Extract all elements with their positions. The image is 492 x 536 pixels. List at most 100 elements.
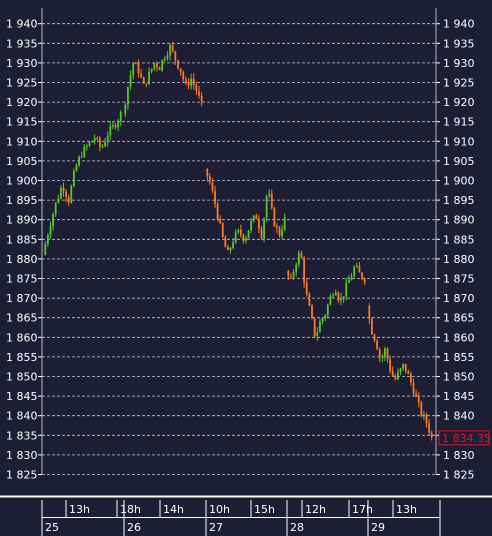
candle-body xyxy=(363,278,366,283)
candle-body xyxy=(245,237,247,242)
candle-body xyxy=(340,298,342,301)
time-axis[interactable]: 13h 18h 14h 10h 15h 12h 17h 13h 25 26 27 28 29 xyxy=(0,488,492,536)
candle-body xyxy=(250,220,253,231)
y-tick-label: 1 910 xyxy=(443,135,475,148)
y-tick-label: 1 875 xyxy=(443,273,475,286)
candle-body xyxy=(373,334,376,341)
day-label: 26 xyxy=(127,521,141,534)
candle-body xyxy=(316,332,319,337)
hour-label: 15h xyxy=(254,503,275,516)
day-label: 25 xyxy=(45,521,59,534)
candle-body xyxy=(221,223,224,238)
candle-body xyxy=(140,73,143,78)
candle-body xyxy=(292,272,295,278)
candle-body xyxy=(425,414,428,424)
candle-body xyxy=(129,75,132,87)
hour-label: 10h xyxy=(209,503,230,516)
candle-body xyxy=(389,358,391,372)
candle-body xyxy=(75,165,78,171)
candle-body xyxy=(232,242,234,248)
candle-body xyxy=(148,71,150,85)
candle-body xyxy=(195,84,198,92)
candle-body xyxy=(353,267,356,277)
candle-body xyxy=(88,142,91,146)
candle-body xyxy=(99,138,101,147)
last-price-marker: 1 834.35 xyxy=(438,430,491,446)
y-axis-right: 1 940 1 935 1 930 1 925 1 920 1 915 1 910 1 905… xyxy=(436,18,475,482)
y-tick-label: 1 930 xyxy=(6,57,38,70)
y-tick-label: 1 885 xyxy=(443,233,475,246)
candle-body xyxy=(234,232,237,243)
gridlines xyxy=(41,8,437,475)
candle-body xyxy=(311,305,313,319)
candle-body xyxy=(182,72,185,80)
candle-body xyxy=(384,348,386,357)
hour-label: 13h xyxy=(396,503,417,516)
candle-body xyxy=(206,168,209,177)
candle-body xyxy=(54,202,57,215)
y-tick-label: 1 940 xyxy=(443,18,475,31)
candle-body xyxy=(337,292,340,301)
y-tick-label: 1 840 xyxy=(443,410,475,423)
candle-body xyxy=(208,176,211,183)
y-tick-label: 1 825 xyxy=(443,469,475,482)
day-label: 27 xyxy=(209,521,223,534)
y-tick-label: 1 895 xyxy=(443,194,475,207)
candle-body xyxy=(109,126,112,136)
candle-body xyxy=(345,282,348,297)
candle-body xyxy=(142,77,145,84)
candle-body xyxy=(47,235,49,245)
y-tick-label: 1 920 xyxy=(443,96,475,109)
candle-body xyxy=(177,60,179,69)
hour-label: 17h xyxy=(352,503,373,516)
candle-body xyxy=(260,228,263,239)
candle-body xyxy=(410,374,412,383)
y-tick-label: 1 825 xyxy=(6,469,38,482)
candle-body xyxy=(239,229,242,235)
candle-body xyxy=(347,280,350,283)
day-label: 29 xyxy=(371,521,385,534)
candle-body xyxy=(399,368,402,373)
y-tick-label: 1 865 xyxy=(443,312,475,325)
y-tick-label: 1 855 xyxy=(6,351,38,364)
y-tick-label: 1 845 xyxy=(443,390,475,403)
candle-body xyxy=(290,276,292,278)
candle-body xyxy=(329,295,332,305)
y-tick-label: 1 860 xyxy=(6,331,38,344)
candle-body xyxy=(402,363,404,369)
candle-body xyxy=(270,194,273,208)
candle-body xyxy=(65,191,67,198)
y-tick-label: 1 935 xyxy=(443,37,475,50)
candle-body xyxy=(163,58,166,60)
y-axis-left: 1 940 1 935 1 930 1 925 1 920 1 915 1 910 1 905… xyxy=(6,18,42,482)
y-tick-label: 1 900 xyxy=(443,175,475,188)
candle-body xyxy=(86,145,88,147)
candle-body xyxy=(303,257,306,283)
candle-body xyxy=(219,218,222,224)
candle-body xyxy=(386,348,389,359)
candle-body xyxy=(371,318,373,335)
y-tick-label: 1 895 xyxy=(6,194,38,207)
candle-body xyxy=(308,294,311,306)
hour-label: 18h xyxy=(120,503,141,516)
candle-body xyxy=(104,142,106,147)
candle-body xyxy=(263,218,265,239)
candle-body xyxy=(295,264,298,273)
candle-body xyxy=(83,146,86,157)
y-tick-label: 1 900 xyxy=(6,175,38,188)
candle-body xyxy=(430,432,433,438)
candle-body xyxy=(67,197,70,203)
candle-body xyxy=(158,67,161,70)
y-tick-label: 1 940 xyxy=(6,18,38,31)
y-tick-label: 1 830 xyxy=(443,449,475,462)
y-tick-label: 1 915 xyxy=(443,116,475,129)
candle-body xyxy=(127,86,129,105)
candle-body xyxy=(93,138,96,141)
candle-body xyxy=(326,304,329,316)
y-tick-label: 1 845 xyxy=(6,390,38,403)
y-tick-label: 1 885 xyxy=(6,233,38,246)
candle-body xyxy=(60,187,62,199)
candle-body xyxy=(283,217,286,230)
candle-body xyxy=(252,215,255,221)
